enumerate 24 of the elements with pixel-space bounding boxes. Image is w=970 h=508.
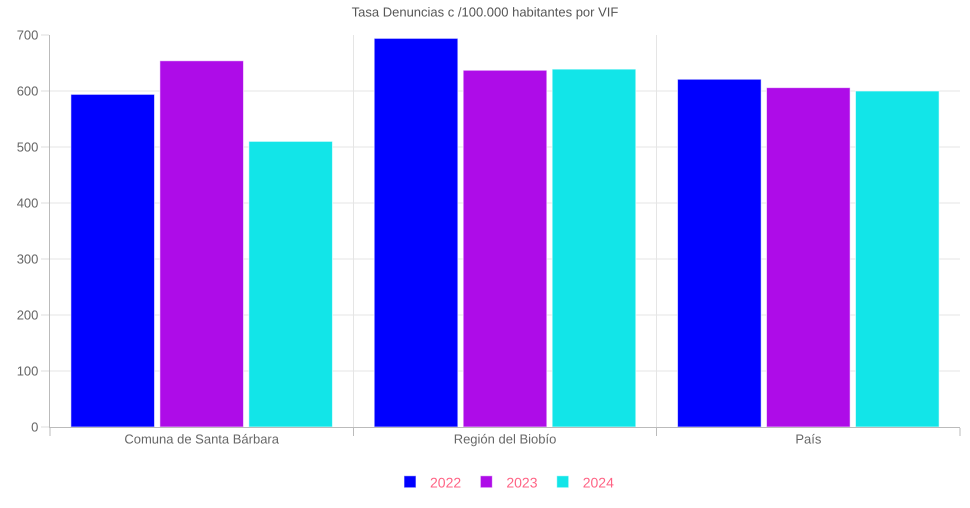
bar [552,68,636,427]
y-tick-label: 200 [16,308,38,323]
legend-label: 2023 [506,474,538,490]
chart-title: Tasa Denuncias c /100.000 habitantes por VIF [352,4,618,20]
y-tick-label: 300 [16,252,38,267]
legend-label: 2022 [430,474,462,490]
legend-label: 2024 [582,474,614,490]
y-tick-label: 500 [16,140,38,155]
bar [854,90,940,427]
y-tick-label: 0 [31,420,38,435]
x-tick-label: País [795,432,822,447]
x-tick-label: Comuna de Santa Bárbara [124,432,280,447]
bar [70,94,156,427]
x-tick-label: Región del Biobío [454,432,556,447]
y-tick-label: 700 [16,28,38,43]
bar [374,38,458,427]
y-tick-label: 600 [16,84,38,99]
bar [766,87,851,427]
bar [159,60,244,427]
bar [462,70,548,427]
bar [677,78,762,427]
bar [248,140,333,427]
y-tick-label: 100 [16,364,38,379]
y-tick-label: 400 [16,196,38,211]
